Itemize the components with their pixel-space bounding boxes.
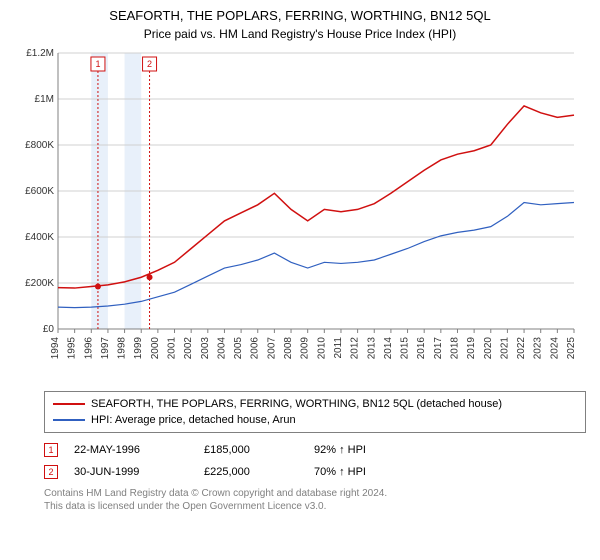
svg-text:2012: 2012 (350, 337, 361, 360)
sale-pct-1: 92% ↑ HPI (314, 444, 404, 456)
svg-text:2007: 2007 (266, 337, 277, 360)
svg-text:2010: 2010 (316, 337, 327, 360)
sales-table: 1 22-MAY-1996 £185,000 92% ↑ HPI 2 30-JU… (44, 439, 600, 483)
svg-text:2015: 2015 (400, 337, 411, 360)
sale-marker-2: 2 (44, 465, 58, 479)
footer: Contains HM Land Registry data © Crown c… (44, 487, 600, 513)
footer-line-1: Contains HM Land Registry data © Crown c… (44, 487, 600, 500)
page-title: SEAFORTH, THE POPLARS, FERRING, WORTHING… (0, 8, 600, 23)
svg-text:£200K: £200K (25, 278, 54, 289)
legend-row-hpi: HPI: Average price, detached house, Arun (53, 412, 577, 428)
legend-label-property: SEAFORTH, THE POPLARS, FERRING, WORTHING… (91, 398, 502, 410)
svg-text:2017: 2017 (433, 337, 444, 360)
svg-text:2000: 2000 (150, 337, 161, 360)
legend: SEAFORTH, THE POPLARS, FERRING, WORTHING… (44, 391, 586, 433)
legend-swatch-hpi (53, 419, 85, 421)
legend-label-hpi: HPI: Average price, detached house, Arun (91, 414, 296, 426)
svg-text:£1.2M: £1.2M (26, 48, 54, 59)
svg-text:2008: 2008 (283, 337, 294, 360)
sale-date-1: 22-MAY-1996 (74, 444, 204, 456)
svg-text:1997: 1997 (100, 337, 111, 360)
svg-text:1999: 1999 (133, 337, 144, 360)
svg-text:2: 2 (147, 59, 152, 69)
svg-text:2001: 2001 (167, 337, 178, 360)
svg-text:2022: 2022 (516, 337, 527, 360)
legend-swatch-property (53, 403, 85, 405)
svg-text:2003: 2003 (200, 337, 211, 360)
page-subtitle: Price paid vs. HM Land Registry's House … (0, 27, 600, 41)
svg-text:2024: 2024 (549, 337, 560, 360)
svg-text:2021: 2021 (499, 337, 510, 360)
svg-text:1: 1 (95, 59, 100, 69)
footer-line-2: This data is licensed under the Open Gov… (44, 500, 600, 513)
sale-row-1: 1 22-MAY-1996 £185,000 92% ↑ HPI (44, 439, 600, 461)
svg-text:2020: 2020 (483, 337, 494, 360)
svg-text:2011: 2011 (333, 337, 344, 359)
svg-text:2009: 2009 (300, 337, 311, 360)
svg-text:2014: 2014 (383, 337, 394, 360)
svg-text:2018: 2018 (449, 337, 460, 360)
chart-svg: £0 £200K £400K £600K £800K £1M £1.2M 1994 1995 19… (14, 47, 586, 387)
price-chart: £0 £200K £400K £600K £800K £1M £1.2M 1994 1995 19… (14, 47, 586, 387)
svg-text:2023: 2023 (533, 337, 544, 360)
svg-text:£800K: £800K (25, 140, 54, 151)
svg-text:2025: 2025 (566, 337, 577, 360)
sale-price-2: £225,000 (204, 466, 314, 478)
legend-row-property: SEAFORTH, THE POPLARS, FERRING, WORTHING… (53, 396, 577, 412)
svg-text:£400K: £400K (25, 232, 54, 243)
svg-text:£0: £0 (43, 324, 55, 335)
sale-pct-2: 70% ↑ HPI (314, 466, 404, 478)
svg-text:2002: 2002 (183, 337, 194, 360)
svg-text:2013: 2013 (366, 337, 377, 360)
svg-text:£600K: £600K (25, 186, 54, 197)
sale-price-1: £185,000 (204, 444, 314, 456)
svg-text:1994: 1994 (50, 337, 61, 360)
svg-text:2006: 2006 (250, 337, 261, 360)
svg-text:2004: 2004 (216, 337, 227, 360)
svg-text:2016: 2016 (416, 337, 427, 360)
sale-row-2: 2 30-JUN-1999 £225,000 70% ↑ HPI (44, 461, 600, 483)
svg-text:£1M: £1M (35, 94, 54, 105)
sale-date-2: 30-JUN-1999 (74, 466, 204, 478)
sale-marker-1: 1 (44, 443, 58, 457)
svg-text:1998: 1998 (117, 337, 128, 360)
svg-text:2005: 2005 (233, 337, 244, 360)
svg-text:1995: 1995 (67, 337, 78, 360)
svg-text:2019: 2019 (466, 337, 477, 360)
svg-text:1996: 1996 (83, 337, 94, 360)
